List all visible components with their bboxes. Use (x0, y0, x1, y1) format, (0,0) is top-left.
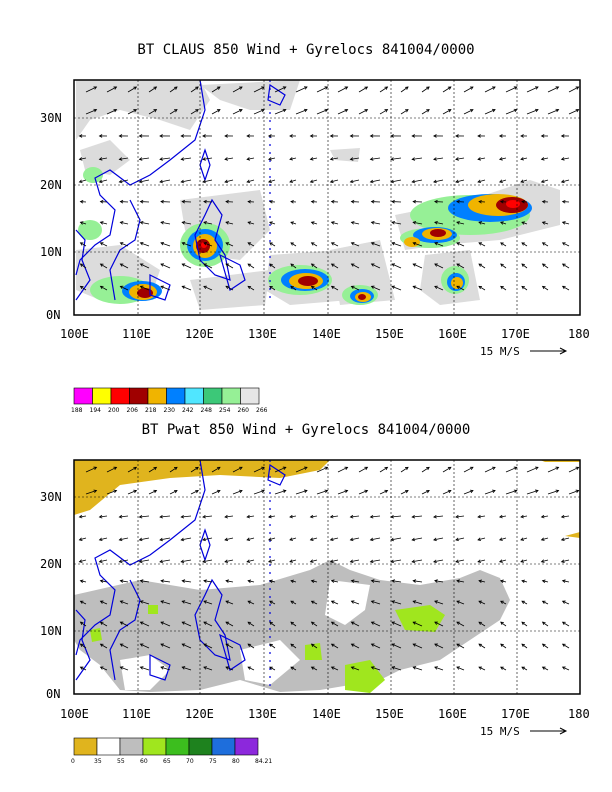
top-colorbar-swatch (129, 387, 149, 405)
bottom-x-tick: 110E (122, 707, 151, 721)
top-coastlines (75, 79, 286, 301)
top-colorbar-swatch (203, 387, 223, 405)
top-colorbar-label: 230 (164, 407, 176, 414)
bottom-y-tick: 0N (46, 687, 60, 701)
top-colorbar-swatch (240, 387, 260, 405)
top-colorbar-label: 266 (256, 407, 268, 414)
bottom-y-tick: 20N (40, 557, 62, 571)
bottom-colorbar-swatch (73, 737, 98, 756)
top-panel-title: BT CLAUS 850 Wind + Gyrelocs 841004/0000 (137, 42, 475, 58)
bottom-wind-vectors (78, 466, 580, 671)
bottom-x-ticks: 100E 110E 120E 130E 140E 150E 160E 170E … (60, 707, 590, 721)
top-colorbar-label: 260 (238, 407, 250, 414)
top-map-panel: 30N 20N 10N 0N 100E 110E 120E 130E 140E … (40, 79, 590, 414)
bottom-y-tick: 10N (40, 624, 62, 638)
top-y-tick: 30N (40, 111, 62, 125)
top-colorbar-swatch (110, 387, 130, 405)
bottom-x-tick: 100E (60, 707, 89, 721)
bottom-y-ticks: 30N 20N 10N 0N (40, 490, 62, 701)
top-scale-arrow (530, 347, 568, 355)
top-y-tick: 20N (40, 178, 62, 192)
bottom-colorbar-label: 65 (163, 758, 171, 765)
bottom-colorbar-label: 35 (94, 758, 102, 765)
bottom-colorbar-label: 70 (186, 758, 194, 765)
top-colorbar: 188 194 200 206 218 230 242 248 254 260 266 (71, 387, 268, 414)
bottom-colorbar-swatch (188, 737, 213, 756)
bottom-map-frame (73, 459, 581, 695)
bottom-x-tick: 140E (312, 707, 341, 721)
bottom-colorbar-swatch (119, 737, 144, 756)
top-x-tick: 160E (438, 327, 467, 341)
top-x-tick: 150E (375, 327, 404, 341)
top-colorbar-swatch (92, 387, 112, 405)
bottom-colorbar-label: 80 (232, 758, 240, 765)
top-x-ticks: 100E 110E 120E 130E 140E 150E 160E 170E … (60, 327, 590, 341)
bottom-colorbar-label: 84.21 (255, 758, 272, 765)
bottom-colorbar-label: 75 (209, 758, 217, 765)
bottom-colorbar-swatch (211, 737, 236, 756)
bottom-map-panel: 30N 20N 10N 0N 100E 110E 120E 130E 140E … (40, 459, 590, 765)
top-colorbar-label: 206 (127, 407, 139, 414)
bottom-colorbar-label: 55 (117, 758, 125, 765)
top-x-tick: 140E (312, 327, 341, 341)
top-colorbar-label: 194 (90, 407, 102, 414)
bottom-x-tick: 150E (375, 707, 404, 721)
top-map-frame (73, 79, 581, 316)
bottom-x-tick: 160E (438, 707, 467, 721)
top-x-tick: 180 (568, 327, 590, 341)
top-colorbar-swatch (73, 387, 93, 405)
top-gridlines (74, 80, 580, 315)
bottom-colorbar-swatch (165, 737, 190, 756)
top-colorbar-label: 248 (201, 407, 213, 414)
top-colorbar-swatch (184, 387, 204, 405)
bottom-x-tick: 120E (185, 707, 214, 721)
bottom-colorbar-label: 0 (71, 758, 75, 765)
bottom-colorbar: 0 35 55 60 65 70 75 80 84.21 (71, 737, 272, 765)
top-x-tick: 100E (60, 327, 89, 341)
top-colorbar-swatch (221, 387, 241, 405)
top-x-tick: 170E (501, 327, 530, 341)
top-colorbar-swatch (166, 387, 186, 405)
bottom-x-tick: 180 (568, 707, 590, 721)
bottom-colorbar-swatch (96, 737, 121, 756)
bottom-colorbar-label: 60 (140, 758, 148, 765)
top-scale-label: 15 M/S (480, 345, 520, 358)
top-colorbar-label: 218 (145, 407, 157, 414)
top-y-tick: 0N (46, 308, 60, 322)
bottom-y-tick: 30N (40, 490, 62, 504)
bottom-x-tick: 170E (501, 707, 530, 721)
top-colorbar-swatch (147, 387, 167, 405)
bottom-gridlines (74, 460, 580, 694)
bottom-scale-label: 15 M/S (480, 725, 520, 738)
top-x-tick: 110E (122, 327, 151, 341)
bottom-colorbar-swatch (142, 737, 167, 756)
bottom-x-tick: 130E (248, 707, 277, 721)
top-colorbar-label: 242 (182, 407, 194, 414)
top-x-tick: 130E (248, 327, 277, 341)
bottom-panel-title: BT Pwat 850 Wind + Gyrelocs 841004/0000 (141, 422, 471, 438)
bottom-colorbar-swatch (234, 737, 259, 756)
top-y-tick: 10N (40, 245, 62, 259)
top-y-ticks: 30N 20N 10N 0N (40, 111, 62, 322)
bottom-scale-arrow (530, 727, 568, 735)
top-colorbar-label: 200 (108, 407, 120, 414)
top-wind-vectors (78, 86, 580, 291)
top-colorbar-label: 188 (71, 407, 83, 414)
top-x-tick: 120E (185, 327, 214, 341)
top-colorbar-label: 254 (219, 407, 231, 414)
